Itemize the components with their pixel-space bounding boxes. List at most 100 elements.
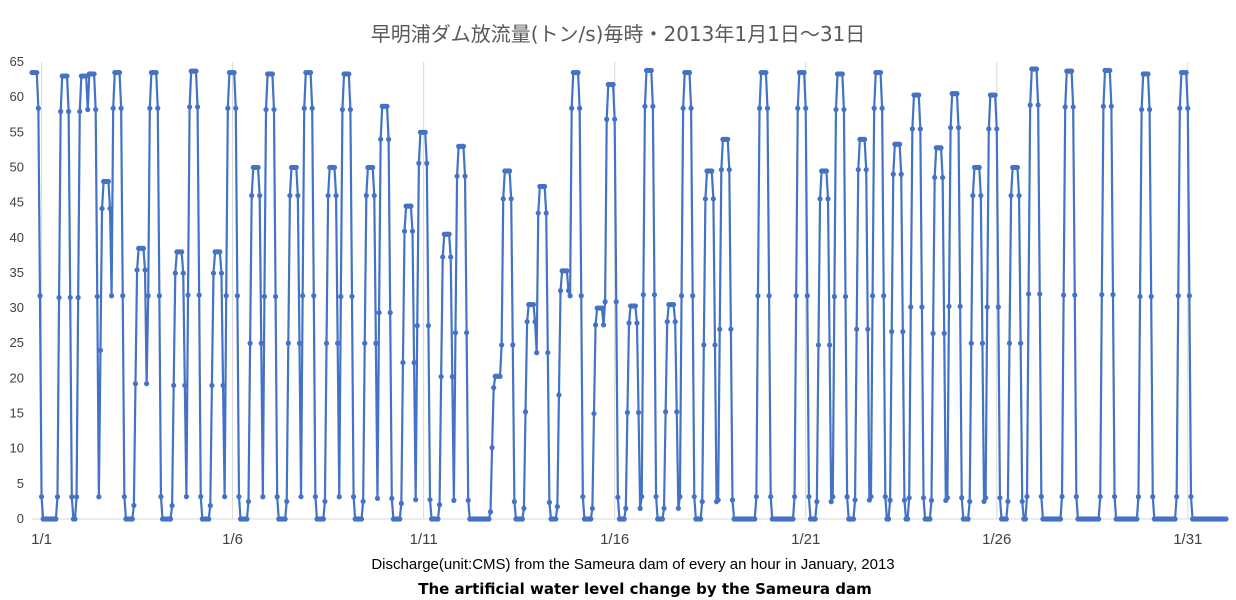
data-point	[448, 254, 454, 260]
data-point	[565, 288, 572, 294]
data-point	[374, 495, 381, 501]
data-point	[726, 167, 732, 173]
data-point	[56, 294, 62, 301]
data-point	[358, 516, 365, 522]
data-point	[77, 108, 83, 115]
data-point	[263, 106, 269, 113]
data-point	[349, 293, 355, 300]
data-point	[623, 505, 629, 511]
data-point	[967, 498, 973, 505]
data-point	[613, 299, 619, 305]
data-point	[1097, 493, 1103, 500]
data-point	[795, 105, 801, 111]
x-tick-label: 1/21	[791, 531, 820, 548]
data-point	[465, 497, 471, 503]
data-point	[897, 141, 903, 147]
data-point	[257, 192, 263, 199]
data-point	[718, 167, 724, 173]
data-point	[755, 293, 761, 299]
data-point	[1068, 68, 1075, 74]
data-point	[120, 293, 126, 299]
data-point	[940, 174, 946, 181]
data-point	[637, 505, 643, 511]
data-point	[193, 68, 199, 74]
data-point	[887, 497, 893, 503]
data-point	[564, 268, 570, 274]
data-point	[970, 192, 976, 199]
data-point	[261, 293, 268, 300]
data-point	[917, 126, 923, 132]
data-point	[118, 105, 124, 111]
data-point	[400, 359, 406, 366]
data-point	[901, 497, 908, 503]
data-point	[491, 385, 497, 391]
data-point	[521, 505, 527, 511]
data-point	[451, 497, 457, 503]
data-point	[1070, 104, 1076, 110]
data-point	[1018, 340, 1024, 346]
data-point	[554, 503, 560, 510]
data-point	[556, 392, 562, 398]
data-point	[828, 499, 834, 505]
data-point	[409, 228, 416, 234]
data-point	[110, 105, 116, 111]
data-point	[96, 494, 102, 500]
data-point	[898, 171, 904, 177]
data-point	[664, 319, 670, 325]
data-point	[362, 340, 368, 346]
data-point	[247, 340, 253, 346]
data-point	[497, 373, 503, 379]
data-point	[507, 168, 513, 174]
data-point	[196, 292, 202, 298]
data-point	[946, 303, 952, 309]
data-point	[589, 505, 595, 512]
data-point	[339, 106, 346, 113]
y-tick-label: 10	[10, 441, 24, 456]
y-tick-label: 15	[10, 406, 24, 421]
data-point	[121, 494, 127, 500]
data-point	[272, 293, 279, 300]
data-point	[712, 342, 718, 348]
y-tick-label: 50	[10, 159, 24, 174]
data-point	[890, 171, 896, 177]
data-point	[424, 160, 430, 166]
data-point	[817, 196, 823, 202]
data-point	[535, 210, 541, 216]
data-point	[464, 330, 470, 336]
y-tick-label: 5	[17, 476, 24, 491]
data-point	[182, 382, 188, 389]
data-point	[105, 178, 112, 185]
data-point	[370, 164, 376, 171]
data-point	[35, 105, 41, 111]
data-point	[728, 326, 734, 332]
data-point	[793, 293, 799, 299]
data-point	[1037, 291, 1043, 297]
data-point	[1223, 516, 1229, 522]
data-point	[690, 293, 696, 299]
data-point	[642, 103, 648, 109]
data-point	[854, 326, 860, 332]
data-point	[675, 505, 681, 511]
data-point	[542, 183, 548, 190]
data-point	[360, 498, 366, 505]
data-point	[725, 136, 731, 142]
data-point	[387, 310, 393, 316]
data-point	[1057, 516, 1064, 522]
data-point	[408, 203, 414, 209]
data-point	[269, 71, 275, 77]
data-point	[1061, 292, 1067, 298]
data-point	[301, 105, 307, 111]
data-point	[530, 301, 537, 308]
data-point	[333, 192, 339, 199]
data-point	[336, 494, 342, 500]
data-point	[1014, 164, 1021, 171]
data-point	[984, 304, 990, 310]
data-point	[142, 267, 148, 273]
data-point	[844, 494, 850, 500]
x-tick-label: 1/16	[600, 531, 629, 548]
data-point	[376, 310, 382, 316]
data-point	[1148, 293, 1154, 300]
data-point	[944, 495, 951, 501]
data-point	[801, 69, 807, 76]
